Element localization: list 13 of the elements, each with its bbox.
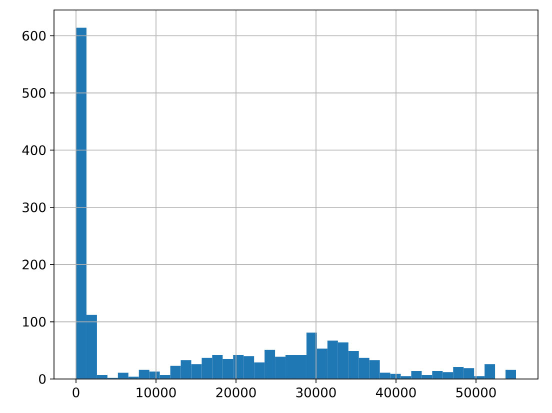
y-tick-label: 500 (22, 88, 46, 98)
y-tick-label: 400 (22, 145, 46, 156)
x-tick-label: 0 (72, 388, 80, 398)
y-tick-label: 300 (22, 202, 46, 212)
x-tick-label: 20000 (216, 388, 256, 398)
x-tick-label: 10000 (136, 388, 176, 398)
x-tick-label: 30000 (296, 388, 336, 398)
y-tick-label: 200 (22, 260, 46, 270)
y-tick-label: 100 (23, 316, 46, 327)
y-tick-label: 600 (22, 30, 46, 41)
x-tick-label: 40000 (376, 388, 416, 398)
y-tick-label: 0 (39, 374, 46, 384)
x-tick-label: 50000 (456, 388, 496, 398)
